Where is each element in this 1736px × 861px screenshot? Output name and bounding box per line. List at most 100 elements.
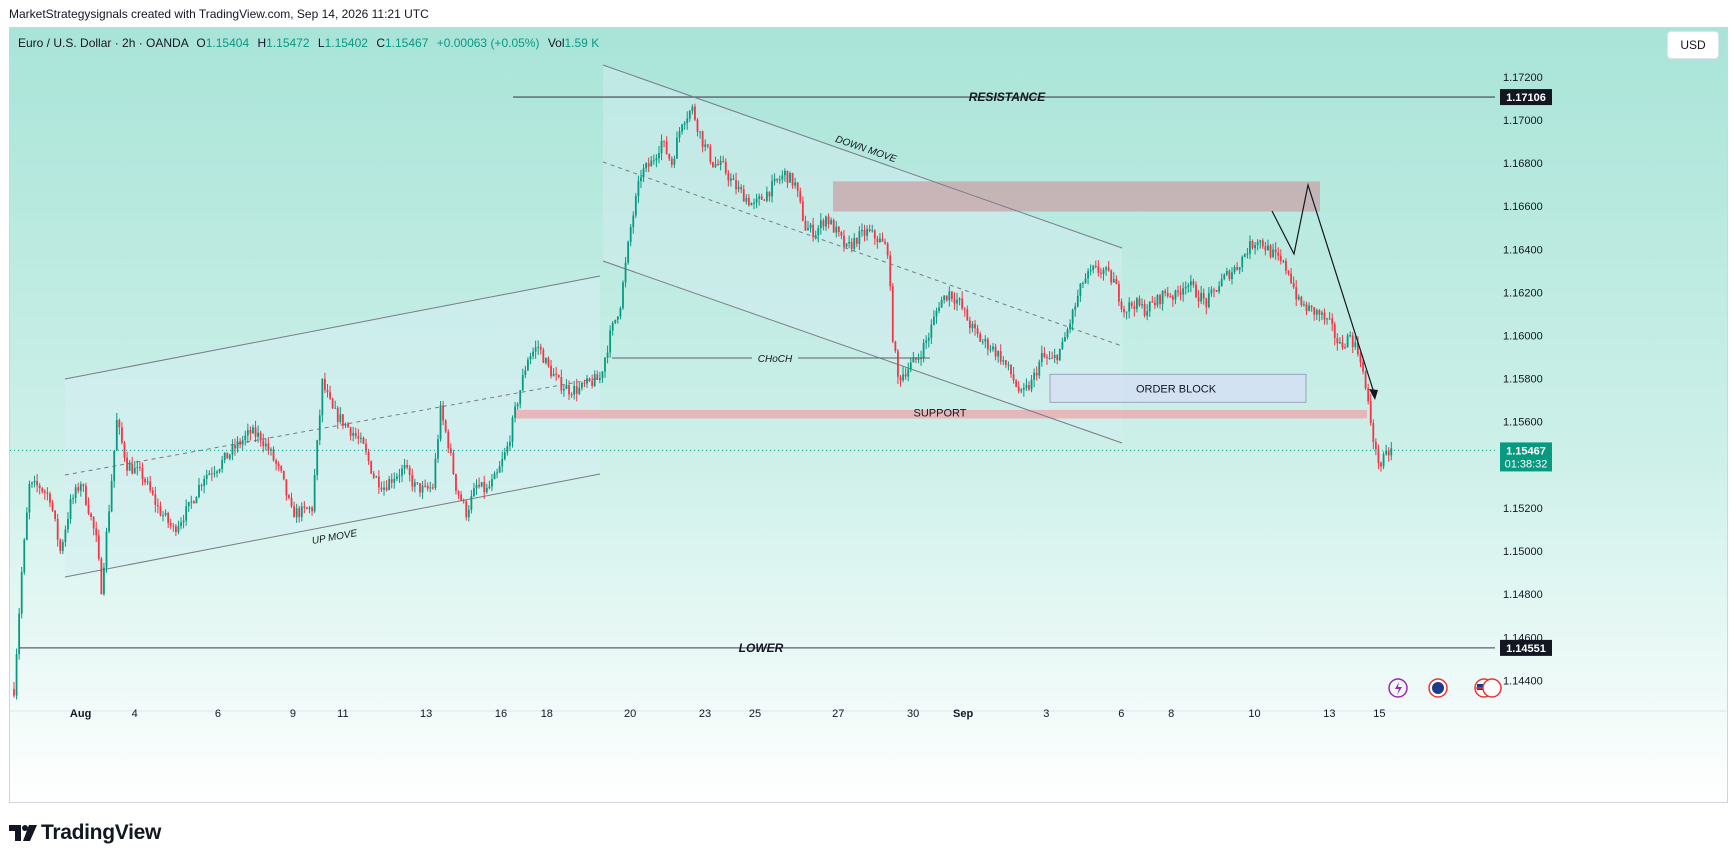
candle-body[interactable] <box>144 478 146 483</box>
candle-body[interactable] <box>1213 289 1215 291</box>
candle-body[interactable] <box>568 385 570 395</box>
candle-body[interactable] <box>221 460 224 470</box>
candle-body[interactable] <box>259 432 262 441</box>
candle-body[interactable] <box>835 226 838 233</box>
candle-body[interactable] <box>365 443 367 452</box>
candle-body[interactable] <box>424 485 427 487</box>
candle-body[interactable] <box>249 430 252 434</box>
candle-body[interactable] <box>586 378 588 384</box>
candle-body[interactable] <box>1323 312 1326 320</box>
candle-body[interactable] <box>1369 401 1372 424</box>
candle-body[interactable] <box>1115 279 1118 284</box>
candle-body[interactable] <box>257 432 260 437</box>
candle-body[interactable] <box>1215 289 1218 292</box>
candle-body[interactable] <box>950 291 953 299</box>
candle-body[interactable] <box>968 320 971 329</box>
candle-body[interactable] <box>1187 285 1190 287</box>
candle-body[interactable] <box>1238 267 1241 270</box>
candle-body[interactable] <box>575 385 578 394</box>
candle-body[interactable] <box>1297 296 1300 300</box>
candle-body[interactable] <box>1058 348 1061 361</box>
candle-body[interactable] <box>151 490 154 495</box>
candle-body[interactable] <box>773 178 776 182</box>
candle-body[interactable] <box>270 449 272 451</box>
candle-body[interactable] <box>1282 260 1285 262</box>
candle-body[interactable] <box>388 479 391 491</box>
candle-body[interactable] <box>601 371 604 379</box>
candle-body[interactable] <box>149 481 152 491</box>
candle-body[interactable] <box>318 415 321 441</box>
candle-body[interactable] <box>691 106 694 112</box>
candle-body[interactable] <box>1267 245 1269 251</box>
candle-body[interactable] <box>606 352 609 358</box>
candle-body[interactable] <box>1017 386 1020 392</box>
candle-body[interactable] <box>611 323 614 331</box>
candle-body[interactable] <box>794 182 797 186</box>
candle-body[interactable] <box>403 465 406 469</box>
candle-body[interactable] <box>634 196 637 216</box>
candle-body[interactable] <box>655 158 658 161</box>
down-move-channel-top[interactable] <box>602 64 1123 249</box>
candle-body[interactable] <box>848 241 851 244</box>
candle-body[interactable] <box>321 378 324 416</box>
candle-body[interactable] <box>1346 335 1349 348</box>
candle-body[interactable] <box>141 467 144 479</box>
candle-body[interactable] <box>534 347 537 352</box>
candle-body[interactable] <box>501 458 504 467</box>
candle-body[interactable] <box>136 467 139 469</box>
candle-body[interactable] <box>1236 267 1239 270</box>
candle-body[interactable] <box>935 310 938 317</box>
candle-body[interactable] <box>1148 301 1151 312</box>
candle-body[interactable] <box>1207 293 1210 308</box>
candle-body[interactable] <box>647 163 650 167</box>
candle-body[interactable] <box>115 419 118 451</box>
candle-body[interactable] <box>812 224 815 237</box>
candle-body[interactable] <box>372 473 375 478</box>
candle-body[interactable] <box>77 487 80 491</box>
candle-body[interactable] <box>108 511 110 532</box>
candle-body[interactable] <box>316 440 319 476</box>
candle-body[interactable] <box>1082 283 1084 285</box>
candle-body[interactable] <box>1310 305 1313 308</box>
candle-body[interactable] <box>1233 267 1236 273</box>
candle-body[interactable] <box>652 160 655 162</box>
candle-body[interactable] <box>958 298 961 300</box>
candle-body[interactable] <box>863 229 866 236</box>
candle-body[interactable] <box>742 189 745 202</box>
candle-body[interactable] <box>629 227 632 242</box>
candle-body[interactable] <box>198 485 200 497</box>
candle-body[interactable] <box>1328 318 1331 320</box>
candle-body[interactable] <box>683 123 686 125</box>
candle-body[interactable] <box>1197 297 1200 302</box>
candle-body[interactable] <box>254 427 257 437</box>
candle-body[interactable] <box>858 231 861 244</box>
candle-body[interactable] <box>339 414 342 422</box>
candle-body[interactable] <box>979 333 982 342</box>
candle-body[interactable] <box>1007 364 1010 366</box>
candle-body[interactable] <box>1105 267 1107 270</box>
candle-body[interactable] <box>616 316 619 320</box>
candle-body[interactable] <box>349 427 352 436</box>
candle-body[interactable] <box>668 154 671 159</box>
candle-body[interactable] <box>1136 298 1138 310</box>
candle-body[interactable] <box>1046 356 1048 359</box>
candle-body[interactable] <box>730 178 732 181</box>
candle-body[interactable] <box>488 486 491 488</box>
candle-body[interactable] <box>550 365 552 377</box>
candle-body[interactable] <box>285 479 288 496</box>
candle-body[interactable] <box>154 494 157 506</box>
candle-body[interactable] <box>552 373 555 377</box>
candle-body[interactable] <box>18 613 21 655</box>
candle-body[interactable] <box>174 526 177 533</box>
candle-body[interactable] <box>740 186 743 190</box>
candle-body[interactable] <box>930 324 933 338</box>
candle-body[interactable] <box>79 484 82 491</box>
candle-body[interactable] <box>1356 342 1359 354</box>
candle-body[interactable] <box>1038 362 1041 376</box>
candle-body[interactable] <box>192 501 195 504</box>
candle-body[interactable] <box>49 493 51 503</box>
candle-body[interactable] <box>1043 353 1046 357</box>
candle-body[interactable] <box>1192 281 1195 285</box>
candle-body[interactable] <box>41 488 44 492</box>
candle-body[interactable] <box>825 216 827 227</box>
